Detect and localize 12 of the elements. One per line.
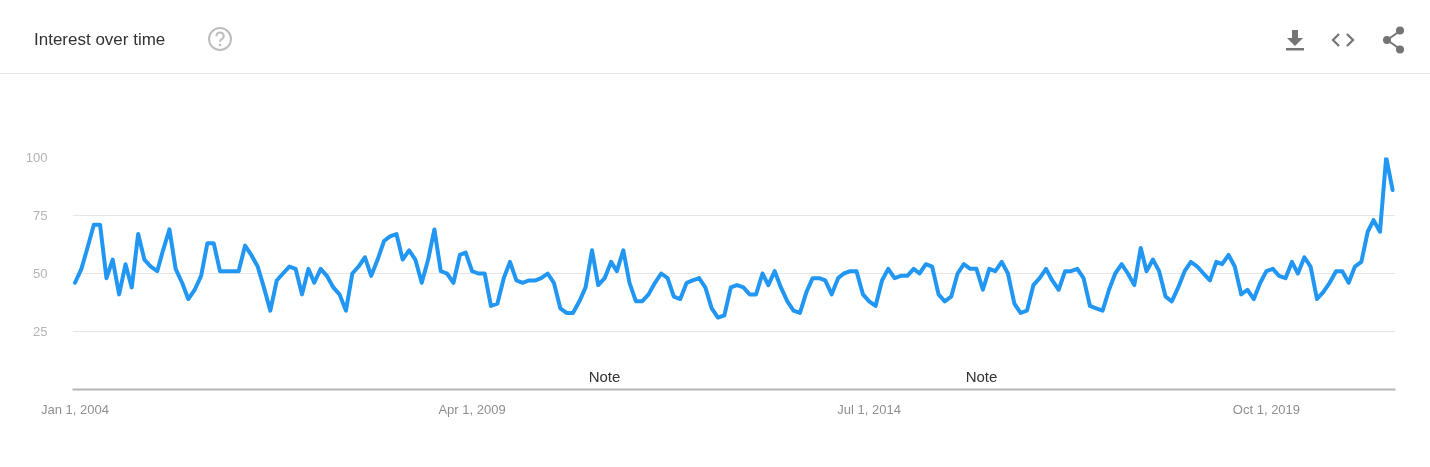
x-tick-label: Apr 1, 2009 — [438, 401, 506, 417]
line-series — [72, 157, 1395, 320]
annotation: Note — [588, 367, 621, 385]
y-tick-label: 75 — [33, 208, 48, 223]
y-tick-label: 100 — [25, 150, 48, 165]
x-tick-label: Oct 1, 2019 — [1232, 401, 1301, 417]
y-tick-label: 25 — [33, 324, 48, 339]
annotation: Note — [965, 367, 998, 385]
y-tick-label: 50 — [33, 266, 48, 281]
chart-title: Interest over time — [34, 29, 166, 51]
x-tick-label: Jan 1, 2004 — [41, 401, 109, 417]
x-tick-label: Jul 1, 2014 — [837, 401, 901, 417]
